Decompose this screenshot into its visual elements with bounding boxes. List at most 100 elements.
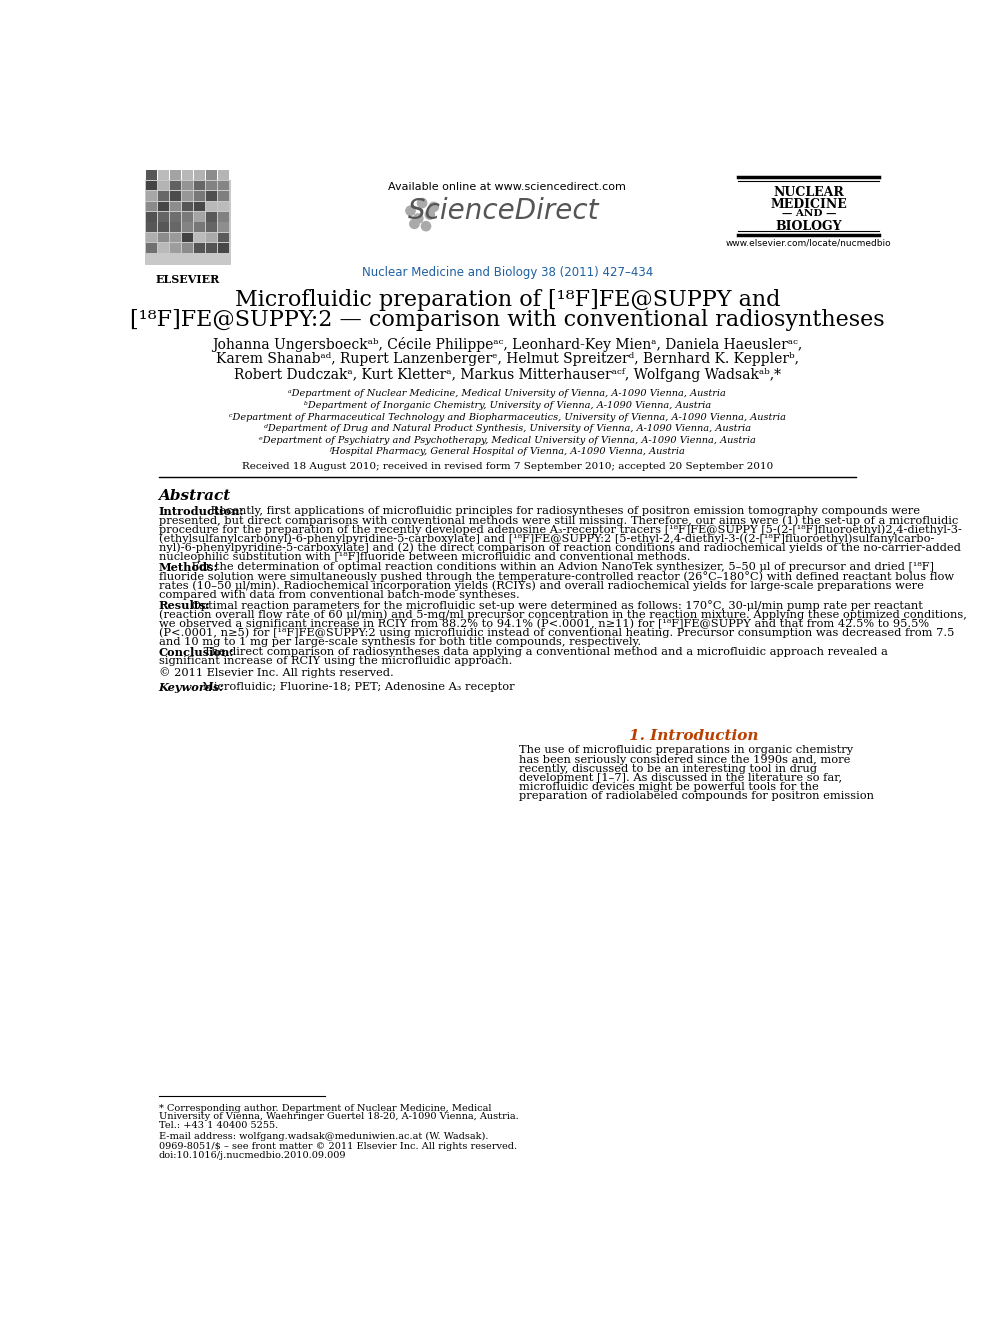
Bar: [158, 181, 169, 190]
Text: nyl)-6-phenylpyridine-5-carboxylate] and (2) the direct comparison of reaction c: nyl)-6-phenylpyridine-5-carboxylate] and…: [158, 543, 960, 553]
Bar: [170, 191, 181, 201]
Bar: [147, 191, 157, 201]
Text: (ethylsulfanylcarbonyl)-6-phenylpyridine-5-carboxylate] and [¹⁸F]FE@SUPPY:2 [5-e: (ethylsulfanylcarbonyl)-6-phenylpyridine…: [158, 533, 934, 544]
Text: fluoride solution were simultaneously pushed through the temperature-controlled : fluoride solution were simultaneously pu…: [158, 572, 953, 582]
Bar: [170, 202, 181, 211]
Text: The use of microfluidic preparations in organic chemistry: The use of microfluidic preparations in …: [519, 746, 853, 755]
Circle shape: [406, 206, 415, 215]
Bar: [194, 213, 205, 222]
Text: has been seriously considered since the 1990s and, more: has been seriously considered since the …: [519, 755, 850, 764]
Circle shape: [422, 222, 431, 231]
Text: BIOLOGY: BIOLOGY: [775, 220, 842, 234]
Text: University of Vienna, Waehringer Guertel 18-20, A-1090 Vienna, Austria.: University of Vienna, Waehringer Guertel…: [158, 1113, 519, 1122]
Text: Keywords:: Keywords:: [158, 682, 224, 693]
Bar: [206, 222, 217, 232]
Text: doi:10.1016/j.nucmedbio.2010.09.009: doi:10.1016/j.nucmedbio.2010.09.009: [158, 1151, 346, 1160]
Bar: [170, 222, 181, 232]
Bar: [218, 232, 229, 243]
Bar: [194, 191, 205, 201]
Bar: [218, 170, 229, 180]
Circle shape: [429, 202, 439, 211]
Text: Microfluidic preparation of [¹⁸F]FE@SUPPY and: Microfluidic preparation of [¹⁸F]FE@SUPP…: [235, 289, 780, 312]
Text: preparation of radiolabeled compounds for positron emission: preparation of radiolabeled compounds fo…: [519, 791, 874, 801]
Bar: [182, 181, 193, 190]
Text: compared with data from conventional batch-mode syntheses.: compared with data from conventional bat…: [158, 590, 520, 599]
Text: recently, discussed to be an interesting tool in drug: recently, discussed to be an interesting…: [519, 763, 817, 774]
Bar: [218, 243, 229, 252]
Text: [¹⁸F]FE@SUPPY:2 — comparison with conventional radiosyntheses: [¹⁸F]FE@SUPPY:2 — comparison with conven…: [130, 309, 885, 330]
Text: © 2011 Elsevier Inc. All rights reserved.: © 2011 Elsevier Inc. All rights reserved…: [158, 667, 393, 678]
Bar: [147, 202, 157, 211]
Bar: [147, 222, 157, 232]
Bar: [218, 191, 229, 201]
Text: * Corresponding author. Department of Nuclear Medicine, Medical: * Corresponding author. Department of Nu…: [158, 1104, 491, 1113]
Bar: [158, 232, 169, 243]
Bar: [182, 243, 193, 252]
Text: ᶜDepartment of Pharmaceutical Technology and Biopharmaceutics, University of Vie: ᶜDepartment of Pharmaceutical Technology…: [229, 412, 786, 421]
Circle shape: [426, 210, 435, 219]
Bar: [194, 181, 205, 190]
Text: (reaction overall flow rate of 60 μl/min) and 5-mg/ml precursor concentration in: (reaction overall flow rate of 60 μl/min…: [158, 610, 966, 620]
Bar: [206, 191, 217, 201]
Text: ᵃDepartment of Nuclear Medicine, Medical University of Vienna, A-1090 Vienna, Au: ᵃDepartment of Nuclear Medicine, Medical…: [288, 389, 727, 399]
Text: Johanna Ungersboeckᵃᵇ, Cécile Philippeᵃᶜ, Leonhard-Key Mienᵃ, Daniela Haeuslerᵃᶜ: Johanna Ungersboeckᵃᵇ, Cécile Philippeᵃᶜ…: [212, 337, 803, 352]
Bar: [147, 232, 157, 243]
Bar: [182, 222, 193, 232]
Bar: [158, 202, 169, 211]
Bar: [170, 243, 181, 252]
Circle shape: [418, 198, 427, 207]
Text: significant increase of RCIY using the microfluidic approach.: significant increase of RCIY using the m…: [158, 656, 512, 667]
Text: Conclusion:: Conclusion:: [158, 647, 234, 659]
Text: — AND —: — AND —: [782, 209, 836, 218]
Text: rates (10–50 μl/min). Radiochemical incorporation yields (RCIYs) and overall rad: rates (10–50 μl/min). Radiochemical inco…: [158, 581, 924, 591]
Text: development [1–7]. As discussed in the literature so far,: development [1–7]. As discussed in the l…: [519, 772, 842, 783]
Text: The direct comparison of radiosyntheses data applying a conventional method and : The direct comparison of radiosyntheses …: [200, 647, 887, 657]
Text: procedure for the preparation of the recently developed adenosine A₃-receptor tr: procedure for the preparation of the rec…: [158, 524, 961, 535]
Text: 0969-8051/$ – see front matter © 2011 Elsevier Inc. All rights reserved.: 0969-8051/$ – see front matter © 2011 El…: [158, 1143, 517, 1151]
Bar: [206, 202, 217, 211]
Bar: [158, 170, 169, 180]
Text: we observed a significant increase in RCIY from 88.2% to 94.1% (P<.0001, n≥11) f: we observed a significant increase in RC…: [158, 619, 929, 630]
Bar: [158, 243, 169, 252]
Bar: [182, 202, 193, 211]
Text: (P<.0001, n≥5) for [¹⁸F]FE@SUPPY:2 using microfluidic instead of conventional he: (P<.0001, n≥5) for [¹⁸F]FE@SUPPY:2 using…: [158, 627, 954, 638]
Circle shape: [414, 214, 423, 223]
Bar: [147, 243, 157, 252]
Bar: [194, 202, 205, 211]
Text: MEDICINE: MEDICINE: [770, 198, 847, 211]
Bar: [206, 213, 217, 222]
Text: Nuclear Medicine and Biology 38 (2011) 427–434: Nuclear Medicine and Biology 38 (2011) 4…: [361, 267, 653, 280]
Text: Tel.: +43 1 40400 5255.: Tel.: +43 1 40400 5255.: [158, 1121, 278, 1130]
Text: ᶠHospital Pharmacy, General Hospital of Vienna, A-1090 Vienna, Austria: ᶠHospital Pharmacy, General Hospital of …: [330, 447, 685, 457]
Bar: [182, 191, 193, 201]
Bar: [146, 180, 231, 264]
Bar: [206, 181, 217, 190]
Bar: [158, 222, 169, 232]
Text: microfluidic devices might be powerful tools for the: microfluidic devices might be powerful t…: [519, 781, 819, 792]
Bar: [206, 232, 217, 243]
Bar: [218, 222, 229, 232]
Bar: [147, 213, 157, 222]
Text: Optimal reaction parameters for the microfluidic set-up were determined as follo: Optimal reaction parameters for the micr…: [188, 601, 924, 611]
Bar: [170, 181, 181, 190]
Text: ᵉDepartment of Psychiatry and Psychotherapy, Medical University of Vienna, A-109: ᵉDepartment of Psychiatry and Psychother…: [259, 436, 755, 445]
Bar: [194, 170, 205, 180]
Text: ᵇDepartment of Inorganic Chemistry, University of Vienna, A-1090 Vienna, Austria: ᵇDepartment of Inorganic Chemistry, Univ…: [304, 401, 711, 411]
Bar: [218, 181, 229, 190]
Text: 1. Introduction: 1. Introduction: [629, 729, 758, 743]
Text: ᵈDepartment of Drug and Natural Product Synthesis, University of Vienna, A-1090 : ᵈDepartment of Drug and Natural Product …: [263, 424, 751, 433]
Text: Received 18 August 2010; received in revised form 7 September 2010; accepted 20 : Received 18 August 2010; received in rev…: [242, 462, 773, 471]
Bar: [158, 213, 169, 222]
Bar: [194, 232, 205, 243]
Text: and 10 mg to 1 mg per large-scale synthesis for both title compounds, respective: and 10 mg to 1 mg per large-scale synthe…: [158, 636, 641, 647]
Text: Results:: Results:: [158, 601, 210, 611]
Text: presented, but direct comparisons with conventional methods were still missing. : presented, but direct comparisons with c…: [158, 516, 958, 527]
Text: nucleophilic substitution with [¹⁸F]fluoride between microfluidic and convention: nucleophilic substitution with [¹⁸F]fluo…: [158, 552, 690, 562]
Text: Available online at www.sciencedirect.com: Available online at www.sciencedirect.co…: [388, 182, 627, 191]
Text: E-mail address: wolfgang.wadsak@meduniwien.ac.at (W. Wadsak).: E-mail address: wolfgang.wadsak@meduniwi…: [158, 1131, 488, 1140]
Text: Methods:: Methods:: [158, 562, 218, 573]
Bar: [206, 170, 217, 180]
Bar: [182, 232, 193, 243]
Text: Recently, first applications of microfluidic principles for radiosyntheses of po: Recently, first applications of microflu…: [207, 507, 920, 516]
Bar: [194, 222, 205, 232]
